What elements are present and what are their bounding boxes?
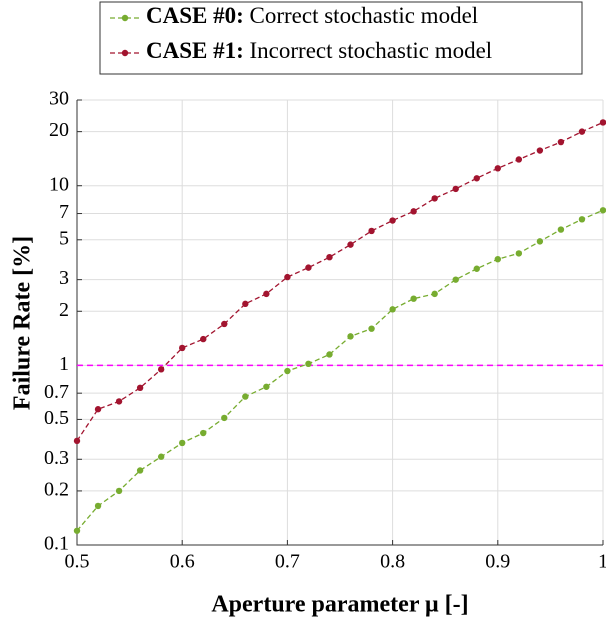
legend-label-rest: Incorrect stochastic model	[244, 38, 492, 63]
y-tick-label: 0.1	[44, 533, 69, 555]
data-point	[326, 253, 333, 261]
data-point	[410, 208, 417, 215]
legend-marker	[121, 49, 129, 57]
data-point	[263, 383, 270, 390]
legend-label: CASE #0: Correct stochastic model	[146, 3, 478, 28]
y-tick-label: 0.7	[44, 381, 69, 403]
data-point	[326, 351, 333, 358]
x-axis-label: Aperture parameter μ [-]	[211, 592, 468, 618]
legend-label-bold: CASE #0:	[146, 3, 244, 28]
data-point	[305, 360, 312, 368]
data-point	[494, 165, 501, 172]
y-tick-label: 7	[59, 201, 69, 223]
data-point	[115, 398, 123, 405]
y-tick-label: 1	[59, 353, 69, 375]
x-tick-label: 0.9	[485, 551, 510, 573]
y-tick-label: 2	[59, 299, 69, 321]
data-point	[73, 527, 81, 534]
data-point	[94, 406, 102, 413]
y-tick-label: 30	[49, 88, 69, 110]
data-point	[94, 502, 102, 510]
data-point	[368, 227, 375, 235]
y-tick-label: 20	[49, 119, 69, 141]
y-tick-label: 10	[49, 173, 69, 195]
data-point	[494, 255, 501, 263]
series-line	[76, 121, 604, 442]
data-point	[221, 320, 228, 328]
data-point	[515, 250, 523, 257]
data-point	[179, 344, 186, 352]
data-point	[389, 306, 396, 313]
data-point	[536, 238, 544, 245]
y-tick-label: 0.5	[44, 407, 69, 429]
legend-box	[99, 1, 583, 75]
data-point	[242, 393, 249, 400]
data-point	[136, 384, 144, 392]
data-point	[157, 453, 165, 460]
data-point	[115, 487, 123, 495]
data-point	[305, 264, 312, 271]
legend-marker	[121, 14, 129, 22]
x-tick-label: 1	[598, 551, 606, 573]
data-point	[200, 429, 207, 437]
data-point	[431, 195, 438, 202]
data-point	[347, 241, 354, 248]
data-point	[389, 217, 396, 224]
legend-label-bold: CASE #1:	[146, 38, 244, 63]
data-point	[284, 367, 291, 375]
data-point	[578, 216, 586, 223]
data-point	[200, 335, 207, 343]
data-point	[452, 276, 459, 283]
data-point	[410, 295, 417, 302]
x-tick-label: 0.8	[380, 551, 405, 573]
x-tick-label: 0.7	[275, 551, 300, 573]
axes	[76, 100, 603, 546]
x-tick-label: 0.5	[65, 551, 90, 573]
data-point	[557, 226, 565, 233]
data-point	[263, 290, 270, 298]
y-tick-label: 5	[59, 227, 69, 249]
data-point	[73, 437, 81, 445]
data-point	[179, 439, 186, 447]
data-point	[515, 156, 523, 163]
legend-label: CASE #1: Incorrect stochastic model	[146, 38, 492, 63]
x-tick-label: 0.6	[170, 551, 195, 573]
data-point	[557, 138, 565, 146]
data-point	[578, 128, 586, 135]
data-point	[157, 366, 165, 373]
data-point	[473, 265, 480, 272]
data-point	[452, 185, 459, 193]
y-tick-label: 3	[59, 267, 69, 289]
y-tick-label: 0.3	[44, 447, 69, 469]
data-point	[136, 467, 144, 474]
data-point	[347, 333, 354, 340]
data-point	[536, 147, 544, 154]
series-line	[76, 209, 604, 532]
data-point	[242, 300, 249, 308]
data-point	[473, 175, 480, 182]
y-axis-label: Failure Rate [%]	[10, 236, 36, 410]
data-point	[599, 207, 606, 214]
legend-label-rest: Correct stochastic model	[244, 3, 478, 28]
y-tick-label: 0.2	[44, 479, 69, 501]
data-point	[284, 273, 291, 281]
data-point	[221, 414, 228, 422]
data-point	[431, 290, 438, 298]
data-point	[368, 325, 375, 332]
data-point	[599, 119, 606, 126]
